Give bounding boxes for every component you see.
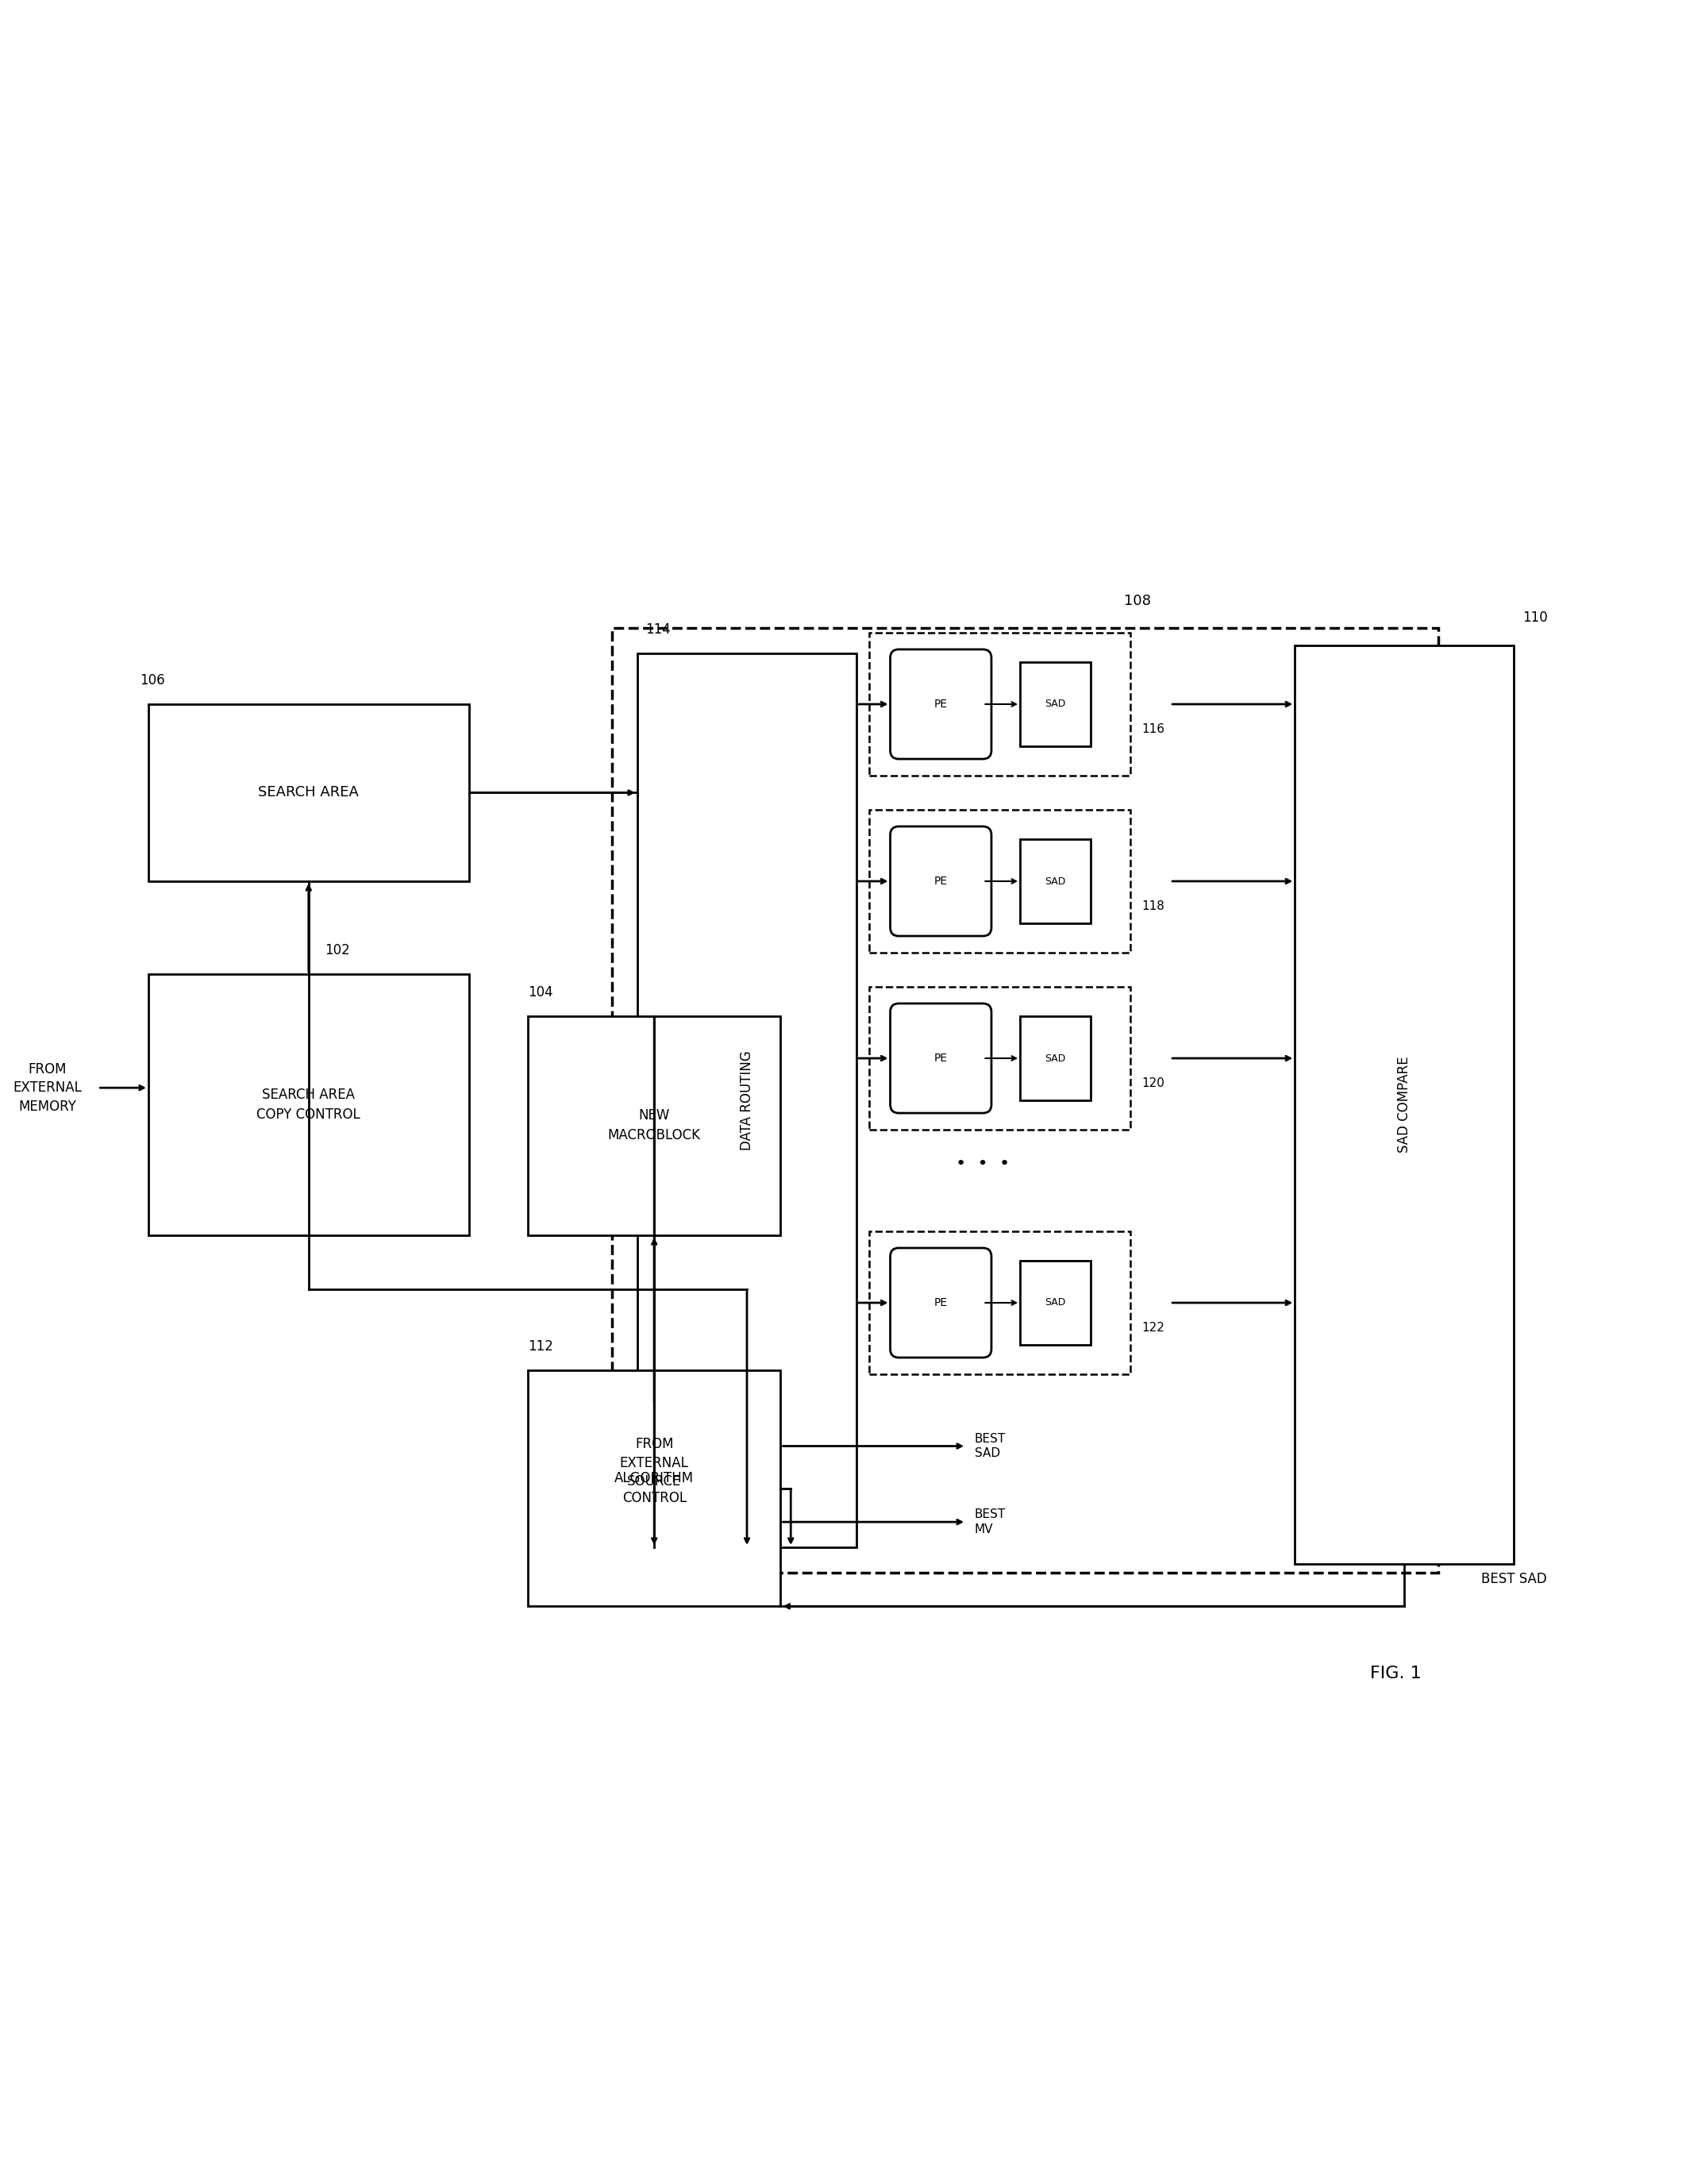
FancyBboxPatch shape <box>1020 1016 1091 1101</box>
Text: •  •  •: • • • <box>957 1155 1009 1171</box>
FancyBboxPatch shape <box>870 1232 1130 1374</box>
Text: SAD: SAD <box>1045 1053 1066 1064</box>
Text: PE: PE <box>934 1297 948 1308</box>
FancyBboxPatch shape <box>148 703 469 880</box>
Text: PE: PE <box>934 1053 948 1064</box>
Text: FIG. 1: FIG. 1 <box>1371 1666 1422 1682</box>
Text: 102: 102 <box>324 943 350 957</box>
FancyBboxPatch shape <box>1294 644 1514 1564</box>
Text: DATA ROUTING: DATA ROUTING <box>740 1051 754 1151</box>
Text: 106: 106 <box>140 673 165 688</box>
Text: 108: 108 <box>1124 594 1151 607</box>
FancyBboxPatch shape <box>1020 1260 1091 1345</box>
Text: 112: 112 <box>529 1339 552 1354</box>
Text: 114: 114 <box>646 622 672 638</box>
Text: SAD: SAD <box>1045 1297 1066 1308</box>
Text: 104: 104 <box>529 985 552 1000</box>
Text: SAD COMPARE: SAD COMPARE <box>1398 1057 1412 1153</box>
FancyBboxPatch shape <box>890 1002 991 1114</box>
FancyBboxPatch shape <box>529 1369 781 1605</box>
Text: 110: 110 <box>1523 612 1548 625</box>
FancyBboxPatch shape <box>890 1247 991 1358</box>
Text: SAD: SAD <box>1045 876 1066 887</box>
Text: 118: 118 <box>1141 900 1165 913</box>
FancyBboxPatch shape <box>638 653 856 1546</box>
Text: SAD: SAD <box>1045 699 1066 710</box>
FancyBboxPatch shape <box>890 649 991 760</box>
Text: 122: 122 <box>1141 1321 1165 1334</box>
Text: FROM
EXTERNAL
MEMORY: FROM EXTERNAL MEMORY <box>14 1061 82 1114</box>
Text: BEST
SAD: BEST SAD <box>975 1433 1006 1459</box>
Text: SEARCH AREA: SEARCH AREA <box>257 786 360 799</box>
FancyBboxPatch shape <box>1020 839 1091 924</box>
FancyBboxPatch shape <box>890 826 991 937</box>
Text: BEST
MV: BEST MV <box>975 1509 1006 1535</box>
Text: PE: PE <box>934 699 948 710</box>
Text: PE: PE <box>934 876 948 887</box>
Text: SEARCH AREA
COPY CONTROL: SEARCH AREA COPY CONTROL <box>257 1088 360 1123</box>
FancyBboxPatch shape <box>1020 662 1091 747</box>
Text: BEST SAD: BEST SAD <box>1482 1572 1546 1586</box>
FancyBboxPatch shape <box>870 810 1130 952</box>
FancyBboxPatch shape <box>612 629 1439 1572</box>
Text: 120: 120 <box>1141 1077 1165 1090</box>
FancyBboxPatch shape <box>529 1016 781 1236</box>
Text: ALGORITHM
CONTROL: ALGORITHM CONTROL <box>614 1472 694 1505</box>
FancyBboxPatch shape <box>870 633 1130 775</box>
FancyBboxPatch shape <box>870 987 1130 1129</box>
Text: 116: 116 <box>1141 723 1165 736</box>
Text: FROM
EXTERNAL
SOURCE: FROM EXTERNAL SOURCE <box>619 1437 689 1489</box>
Text: NEW
MACROBLOCK: NEW MACROBLOCK <box>607 1109 701 1142</box>
FancyBboxPatch shape <box>148 974 469 1236</box>
